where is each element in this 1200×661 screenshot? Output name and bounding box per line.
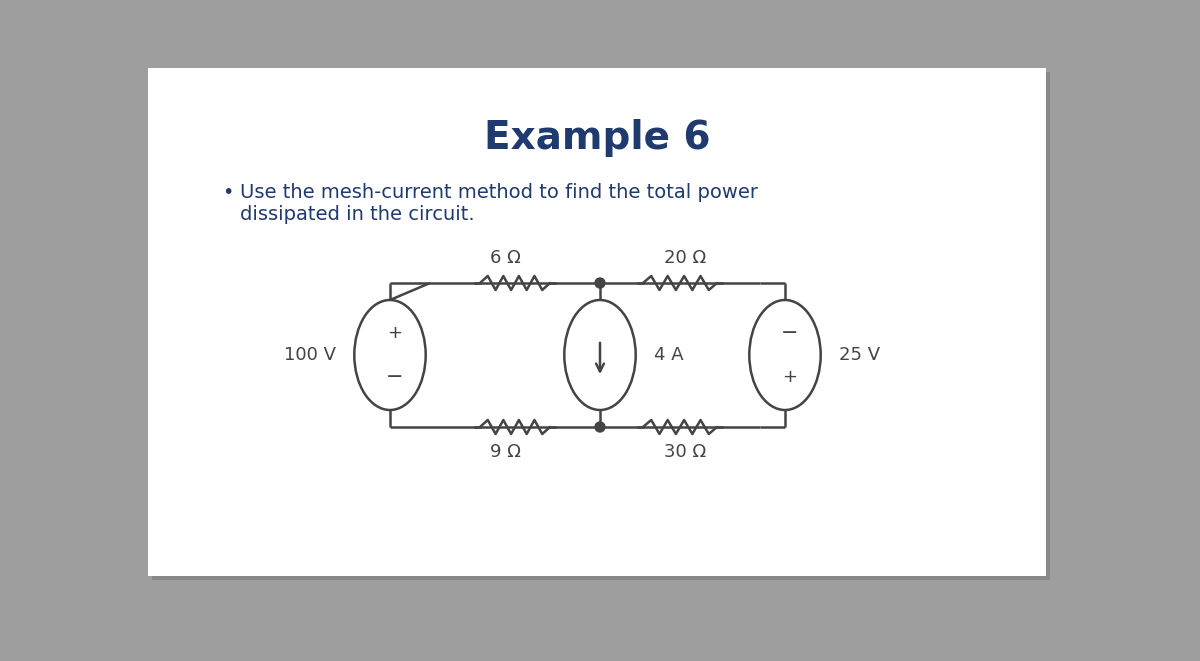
Text: 30 Ω: 30 Ω <box>664 443 706 461</box>
Text: −: − <box>781 323 799 343</box>
Text: 100 V: 100 V <box>284 346 336 364</box>
Text: 20 Ω: 20 Ω <box>664 249 706 267</box>
Text: •: • <box>222 183 233 202</box>
Text: +: + <box>782 368 798 386</box>
Text: 6 Ω: 6 Ω <box>490 249 521 267</box>
Text: −: − <box>386 367 403 387</box>
Circle shape <box>595 278 605 288</box>
Text: Example 6: Example 6 <box>484 119 710 157</box>
FancyBboxPatch shape <box>148 68 1046 576</box>
Text: 9 Ω: 9 Ω <box>490 443 521 461</box>
Text: Use the mesh-current method to find the total power: Use the mesh-current method to find the … <box>240 183 758 202</box>
Text: dissipated in the circuit.: dissipated in the circuit. <box>240 205 475 224</box>
Circle shape <box>595 422 605 432</box>
Text: 4 A: 4 A <box>654 346 684 364</box>
Text: 25 V: 25 V <box>839 346 880 364</box>
FancyBboxPatch shape <box>152 72 1050 580</box>
Text: +: + <box>388 324 402 342</box>
